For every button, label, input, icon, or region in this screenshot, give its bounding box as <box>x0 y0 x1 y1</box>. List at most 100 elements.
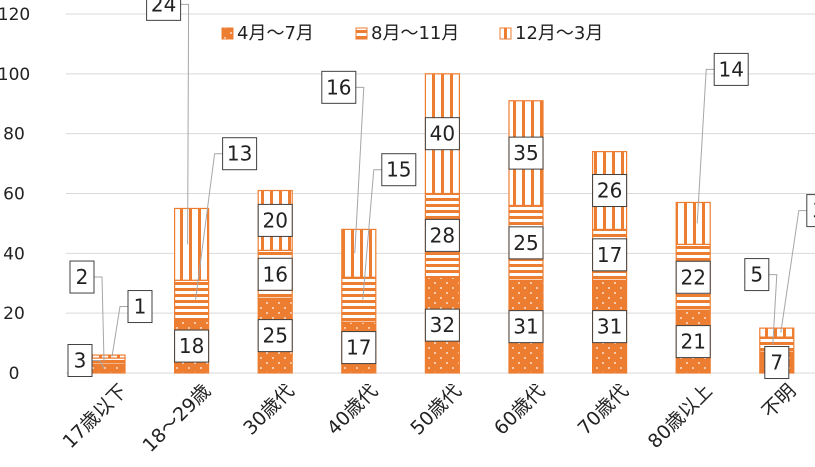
data-label-box <box>675 325 711 359</box>
data-label: 2 <box>76 265 89 289</box>
data-label-box <box>257 203 293 237</box>
x-tick-label: 60歳代 <box>490 380 550 440</box>
data-label: 20 <box>262 208 287 232</box>
bar-segment <box>341 276 377 323</box>
leader-line <box>180 3 190 245</box>
data-label: 14 <box>718 57 743 81</box>
bar-segment <box>341 228 377 278</box>
data-label: 28 <box>430 223 455 247</box>
data-label: 16 <box>326 75 351 99</box>
leader-line <box>92 360 105 369</box>
data-label: 26 <box>597 179 622 203</box>
y-tick-label: 100 <box>0 65 30 85</box>
y-tick-label: 60 <box>3 185 25 205</box>
x-tick-label: 70歳代 <box>574 380 634 440</box>
data-labels: 3211813242516201715163228403125353117262… <box>67 0 815 380</box>
leader-line <box>111 306 128 357</box>
data-label-box <box>675 260 711 294</box>
data-label-box <box>257 319 293 353</box>
data-label-box <box>146 0 182 21</box>
bar-segment <box>174 279 210 320</box>
leader-line <box>354 86 365 254</box>
y-tick-label: 80 <box>3 125 25 145</box>
data-label: 25 <box>513 231 538 255</box>
data-label-box <box>508 136 544 170</box>
data-label-box <box>592 238 628 272</box>
data-label-box <box>592 310 628 344</box>
legend-label: 12月～3月 <box>515 23 603 44</box>
y-axis: 0 20 40 60 80 100 120 <box>0 5 30 384</box>
x-tick-label: 40歳代 <box>323 380 383 440</box>
y-tick-label: 120 <box>0 5 30 25</box>
leader-line <box>94 276 105 362</box>
data-label-box <box>424 218 460 252</box>
data-label-box <box>321 70 357 104</box>
data-label: 25 <box>262 324 287 348</box>
data-label-box <box>744 258 770 292</box>
leader-line <box>768 274 778 345</box>
data-label: 1 <box>134 295 147 319</box>
bar-segment <box>90 357 126 365</box>
data-label-box <box>341 331 377 365</box>
y-tick-label: 20 <box>3 304 25 324</box>
data-label-box <box>67 344 93 378</box>
legend-label: 4月～7月 <box>237 23 314 44</box>
data-label: 17 <box>597 243 622 267</box>
legend-swatch <box>499 27 512 40</box>
data-label-box <box>424 117 460 151</box>
data-label-box <box>764 346 790 380</box>
leader-line <box>362 169 382 300</box>
x-tick-label: 17歳以下 <box>59 380 132 453</box>
bar-segment <box>759 327 795 338</box>
data-label-box <box>508 310 544 344</box>
data-label: 18 <box>179 334 204 358</box>
leader-line <box>780 210 807 333</box>
legend-label: 8月～11月 <box>371 23 459 44</box>
data-label: 21 <box>680 330 705 354</box>
data-label-box <box>69 260 95 294</box>
data-label: 32 <box>430 313 455 337</box>
x-axis: 17歳以下 18～29歳 30歳代 40歳代 50歳代 60歳代 70歳代 80歳以上 不明 <box>59 380 801 457</box>
data-label: 3 <box>74 349 87 373</box>
data-label-box <box>174 329 210 363</box>
label-leader-lines <box>92 3 807 369</box>
data-label: 40 <box>430 122 455 146</box>
data-label: 15 <box>386 158 411 182</box>
x-tick-label: 18～29歳 <box>139 380 216 457</box>
data-label: 16 <box>262 262 287 286</box>
data-label-box <box>424 308 460 342</box>
y-tick-label: 0 <box>9 364 20 384</box>
y-tick-label: 40 <box>3 244 25 264</box>
leader-line <box>195 153 223 300</box>
data-label-box <box>257 257 293 291</box>
legend-swatch <box>355 27 368 40</box>
data-label: 3 <box>812 199 815 223</box>
data-label: 5 <box>750 263 763 287</box>
x-tick-label: 80歳以上 <box>644 380 717 453</box>
data-label-box <box>381 153 417 187</box>
data-label-box <box>806 194 815 228</box>
leader-line <box>696 68 715 224</box>
data-label-box <box>508 226 544 260</box>
data-label: 31 <box>513 315 538 339</box>
data-label-box <box>713 52 749 86</box>
bar-segment <box>174 207 210 281</box>
data-label: 13 <box>227 142 252 166</box>
x-tick-label: 30歳代 <box>239 380 299 440</box>
data-label-box <box>222 137 258 171</box>
legend-swatch <box>221 27 234 40</box>
legend: 4月～7月 8月～11月 12月～3月 <box>221 23 603 44</box>
data-label-box <box>592 174 628 208</box>
data-label: 22 <box>680 265 705 289</box>
x-tick-label: 不明 <box>758 380 800 422</box>
data-label: 24 <box>151 0 176 16</box>
data-label: 35 <box>513 141 538 165</box>
bar-segment <box>90 354 126 359</box>
bar-segment <box>90 363 126 374</box>
data-label: 17 <box>346 336 371 360</box>
x-tick-label: 50歳代 <box>406 380 466 440</box>
data-label: 7 <box>770 351 783 375</box>
data-label-box <box>127 290 153 324</box>
data-label: 31 <box>597 315 622 339</box>
